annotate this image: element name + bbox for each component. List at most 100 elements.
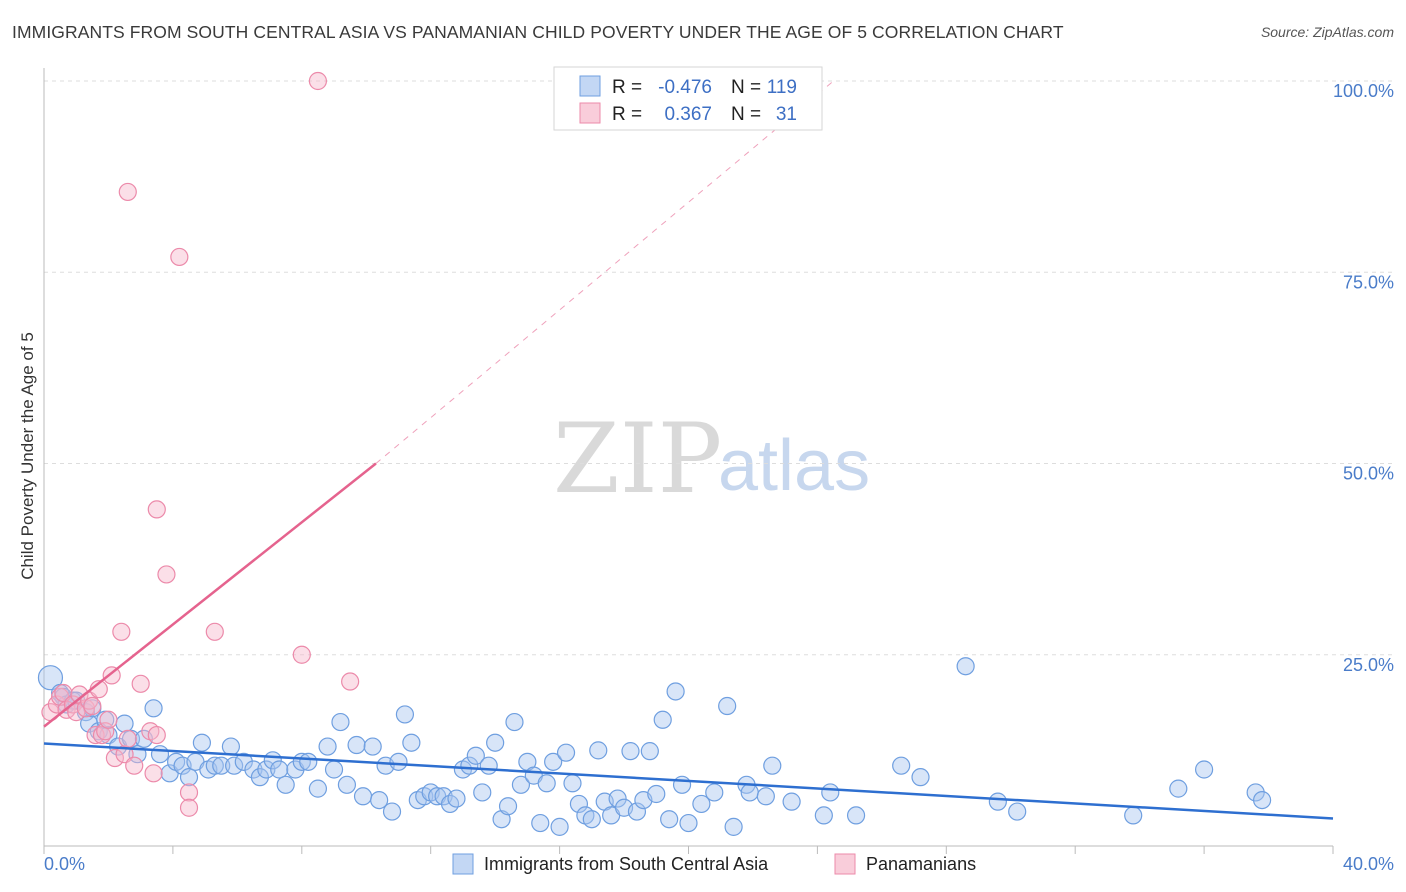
y-tick-labels: 25.0% 50.0% 75.0% 100.0%	[1333, 81, 1394, 675]
immigrants-point	[347, 735, 366, 755]
panamanians-point	[105, 748, 124, 768]
x-tick-label-min: 0.0%	[44, 854, 85, 874]
immigrants-point	[115, 714, 134, 733]
y-tick-label-100: 100.0%	[1333, 81, 1394, 101]
bottom-legend-label-panamanians: Panamanians	[866, 854, 976, 874]
immigrants-point	[537, 774, 556, 793]
panamanians-point	[99, 710, 118, 729]
legend-n-value-1: 31	[776, 104, 797, 125]
immigrants-point	[740, 783, 759, 802]
x-tick-label-max: 40.0%	[1343, 854, 1394, 874]
immigrants-point	[653, 710, 672, 729]
immigrants-point	[692, 794, 711, 814]
legend-n-label-1: N =	[731, 104, 761, 125]
panamanians-point	[67, 703, 86, 722]
panamanians-point	[147, 500, 166, 519]
immigrants-point	[234, 752, 253, 771]
immigrants-point	[331, 712, 350, 732]
immigrants-point	[544, 752, 563, 771]
immigrants-point	[270, 760, 289, 779]
immigrants-point	[782, 792, 801, 811]
immigrants-point	[608, 789, 627, 808]
panamanians-point	[179, 798, 199, 817]
immigrants-point	[666, 682, 685, 701]
immigrants-point	[718, 696, 737, 716]
series-panamanians-points	[41, 71, 360, 817]
panamanians-point	[112, 622, 131, 641]
immigrants-point	[318, 737, 337, 756]
immigrants-point	[846, 806, 866, 825]
immigrants-point	[221, 737, 241, 756]
bottom-legend: Immigrants from South Central Asia Panam…	[452, 853, 976, 875]
trendline-panamanians-extension	[375, 80, 834, 464]
immigrants-point	[627, 802, 647, 821]
immigrants-point	[308, 779, 328, 798]
immigrants-point	[144, 699, 163, 718]
immigrants-point	[447, 789, 466, 808]
top-legend: R = -0.476 N = 119 R = 0.367 N = 31	[553, 66, 823, 131]
immigrants-point	[192, 733, 212, 752]
panamanians-point	[118, 729, 137, 749]
panamanians-point	[179, 783, 199, 802]
immigrants-point	[556, 743, 576, 762]
panamanians-point	[308, 71, 328, 91]
immigrants-point	[276, 775, 295, 794]
immigrants-point	[956, 657, 975, 676]
immigrants-point	[589, 741, 608, 760]
immigrants-point	[370, 790, 389, 810]
immigrants-point	[382, 802, 402, 821]
bottom-legend-swatch-immigrants	[452, 853, 474, 875]
immigrants-point	[1194, 760, 1214, 779]
immigrants-point	[363, 737, 382, 756]
bottom-legend-label-immigrants: Immigrants from South Central Asia	[484, 854, 769, 874]
immigrants-point	[911, 768, 930, 787]
panamanians-point	[144, 764, 163, 783]
immigrants-point	[466, 746, 485, 765]
immigrants-point	[337, 775, 357, 794]
legend-r-label-1: R =	[612, 104, 642, 125]
immigrants-point	[353, 787, 373, 806]
immigrants-point	[473, 783, 492, 802]
panamanians-point	[205, 622, 224, 641]
immigrants-point	[705, 783, 724, 802]
immigrants-point	[37, 665, 64, 691]
immigrants-point	[763, 756, 782, 775]
panamanians-point	[170, 247, 189, 267]
immigrants-point	[988, 792, 1007, 811]
immigrants-point	[395, 705, 415, 724]
panamanians-point	[131, 674, 150, 693]
legend-n-value-0: 119	[767, 77, 797, 98]
x-ticks	[43, 846, 1334, 854]
immigrants-point	[621, 742, 640, 761]
immigrants-point	[821, 783, 840, 802]
y-tick-label-25: 25.0%	[1343, 655, 1394, 675]
immigrants-point	[1008, 802, 1027, 821]
panamanians-point	[157, 565, 176, 584]
gridlines	[44, 80, 1394, 656]
chart-source: Source: ZipAtlas.com	[1260, 24, 1394, 40]
trendline-panamanians	[43, 462, 377, 728]
immigrants-point	[672, 775, 692, 794]
immigrants-point	[505, 712, 524, 732]
immigrants-point	[324, 760, 344, 779]
panamanians-point	[341, 672, 360, 691]
immigrants-point	[1169, 779, 1188, 798]
immigrants-point	[660, 810, 679, 829]
immigrants-point	[498, 797, 518, 816]
immigrants-point	[892, 756, 911, 775]
watermark-atlas: atlas	[718, 426, 870, 506]
legend-swatch-immigrants	[579, 75, 601, 97]
immigrants-point	[389, 752, 408, 771]
legend-r-label-0: R =	[612, 77, 642, 98]
immigrants-point	[531, 813, 550, 833]
panamanians-point	[118, 182, 137, 202]
legend-r-value-0: -0.476	[658, 77, 712, 98]
legend-r-value-1: 0.367	[664, 104, 712, 125]
legend-swatch-panamanians	[579, 102, 601, 124]
panamanians-point	[125, 756, 144, 775]
immigrants-point	[479, 756, 498, 775]
panamanians-point	[147, 725, 166, 745]
immigrants-point	[569, 794, 589, 814]
immigrants-point	[179, 768, 199, 787]
trendline-immigrants	[43, 742, 1334, 820]
